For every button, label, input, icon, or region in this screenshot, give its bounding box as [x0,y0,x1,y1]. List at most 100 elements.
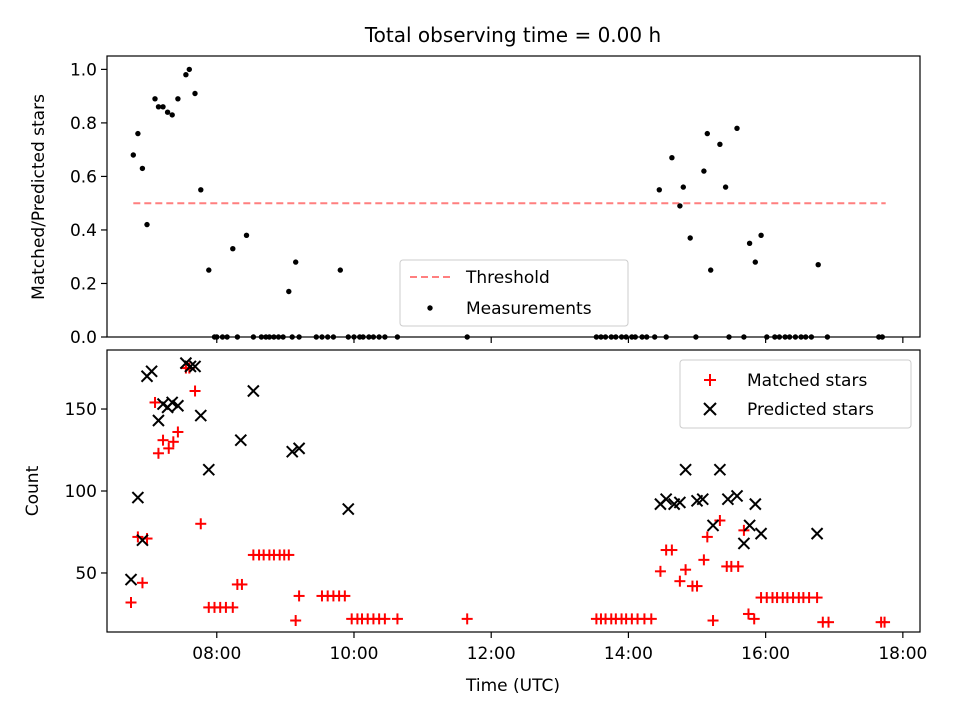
matched-star-point [666,544,678,556]
matched-star-point [379,613,391,625]
measurement-point [734,125,740,131]
predicted-star-point [145,365,158,378]
measurement-point [722,184,729,190]
predicted-star-point [810,527,824,540]
matched-star-point [714,515,726,527]
measurement-point [135,130,141,137]
predicted-star-point [737,537,751,550]
predicted-star-point [165,396,179,409]
matched-star-point [125,596,137,608]
predicted-star-point [721,492,735,506]
bottom-legend: Matched stars Predicted stars [679,359,912,429]
matched-star-point [701,531,713,543]
bottom-legend-box [679,359,912,429]
predicted-star-point [286,445,299,458]
predicted-star-point [342,502,355,516]
top-y-ticks: 0.0 0.2 0.4 0.6 0.8 1.0 [70,60,107,348]
measurement-point [206,267,212,273]
chart-title: Total observing time = 0.00 h [364,23,661,47]
top-y-tick-label: 0.4 [70,221,97,241]
measurement-point [752,259,758,265]
measurement-point [144,221,150,228]
measurement-point [680,184,686,190]
predicted-star-point [706,519,720,532]
bottom-plot-area [124,356,891,628]
measurement-point [758,232,764,238]
bottom-x-tick-label: 14:00 [604,644,653,664]
legend-matched-label: Matched stars [747,371,867,391]
predicted-star-point [749,497,762,511]
matched-star-point [163,442,175,454]
measurement-point [669,155,675,161]
matched-star-point [879,616,891,628]
bottom-x-tick-label: 10:00 [329,644,378,664]
predicted-star-point [247,384,260,398]
predicted-star-point [292,442,306,455]
legend-predicted-label: Predicted stars [747,400,874,420]
measurement-point [152,96,158,102]
measurement-point [243,232,250,238]
matched-star-point [236,578,248,590]
measurement-point [164,109,171,115]
top-panel: 0.0 0.2 0.4 0.6 0.8 1.0 Matched/Predicted sta… [29,55,921,348]
matched-star-point [157,434,169,446]
predicted-star-point [234,433,247,447]
predicted-star-point [679,463,692,476]
predicted-star-point [202,463,215,476]
matched-star-point [136,577,148,589]
measurement-point [293,259,299,265]
top-plot-area [130,66,886,340]
matched-star-point [732,560,744,572]
measurement-point [169,112,175,118]
measurement-point [183,72,189,78]
matched-star-point [189,385,201,397]
legend-matched-swatch [704,374,716,386]
matched-star-point [645,613,657,625]
top-y-axis-label: Matched/Predicted stars [29,94,49,300]
top-y-tick-label: 1.0 [70,60,97,80]
matched-star-point [698,554,710,566]
predicted-star-point [131,491,145,504]
predicted-star-point [743,519,756,532]
predicted-star-point [124,573,138,586]
predicted-star-point [194,409,207,422]
predicted-star-point [152,414,165,427]
measurement-point [337,267,343,273]
matched-star-point [152,447,164,459]
top-axes-frame [106,55,921,338]
top-y-tick-label: 0.6 [70,167,97,187]
bottom-x-tick-label: 16:00 [741,644,790,664]
top-x-ticks [216,337,904,343]
bottom-y-ticks: 50 100 150 [65,400,107,584]
measurement-point [704,130,710,137]
x-axis-label: Time (UTC) [465,676,560,696]
bottom-y-tick-label: 50 [75,564,97,584]
measurement-point [286,288,292,295]
predicted-star-point [659,492,673,506]
top-y-tick-label: 0.2 [70,274,97,294]
bottom-y-tick-label: 150 [65,400,97,420]
legend-measurements-label: Measurements [466,299,592,319]
predicted-star-point [184,360,197,373]
measurement-point [175,96,181,102]
measurement-point [746,240,753,246]
measurement-point [815,262,821,268]
predicted-star-point [754,527,768,540]
legend-predicted-swatch [703,402,717,416]
matched-star-point [461,613,473,625]
bottom-x-tick-label: 18:00 [878,644,927,664]
top-y-tick-label: 0.8 [70,114,97,134]
matched-star-point [172,426,184,438]
matched-star-point [227,601,239,613]
measurement-point [677,203,683,209]
predicted-star-point [696,492,709,506]
matched-star-point [293,590,305,602]
matched-star-point [691,580,703,592]
matched-star-point [195,518,207,530]
matched-star-point [823,616,835,628]
bottom-y-tick-label: 100 [65,482,97,502]
predicted-star-point [713,463,727,476]
measurement-point [701,168,707,174]
measurement-point [198,187,204,193]
